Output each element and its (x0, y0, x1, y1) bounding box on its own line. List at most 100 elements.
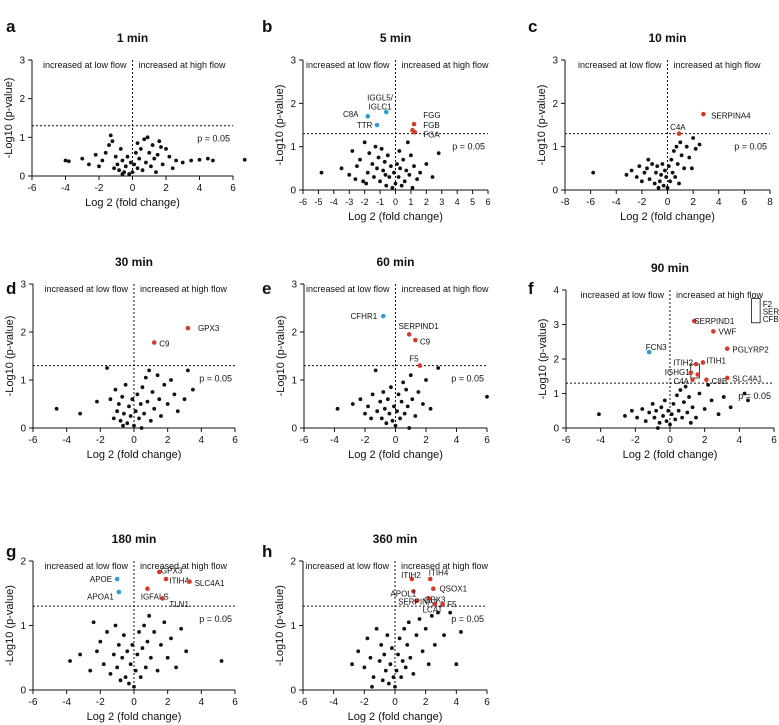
data-point (169, 636, 173, 641)
data-point (687, 395, 691, 399)
region-high-label: increased at high flow (139, 60, 227, 70)
data-point (423, 626, 428, 631)
data-point (382, 159, 387, 164)
data-point (675, 162, 680, 166)
region-low-label: increased at low flow (580, 290, 664, 300)
data-point (411, 671, 416, 676)
extra-label: IGLC1 (369, 102, 393, 111)
data-point (375, 409, 380, 414)
data-point (410, 185, 415, 190)
data-point (125, 421, 130, 426)
data-point (673, 175, 678, 179)
data-point (417, 617, 422, 621)
data-point (716, 412, 721, 417)
data-point (98, 639, 103, 644)
data-point (650, 162, 655, 166)
data-point (629, 168, 634, 173)
hit-label: C8A (343, 110, 359, 119)
data-point (681, 400, 686, 405)
y-tick-label: 3 (291, 280, 297, 291)
x-tick-label: 0 (130, 183, 136, 194)
x-tick-label: -6 (562, 435, 571, 446)
data-point (378, 179, 382, 184)
data-point (654, 170, 658, 175)
hit-label: TTR (357, 121, 373, 130)
data-point (709, 398, 714, 403)
x-tick-label: -6 (29, 697, 38, 708)
x-tick-label: -2 (96, 435, 105, 446)
data-point (135, 141, 140, 146)
hit-point (701, 111, 706, 117)
x-tick-label: -6 (300, 435, 309, 446)
data-point (108, 397, 113, 402)
data-point (115, 409, 120, 414)
data-point (677, 181, 681, 186)
data-point (371, 675, 376, 679)
data-point (350, 149, 355, 153)
y-tick-label: 3 (19, 56, 25, 67)
x-tick-label: -2 (361, 197, 369, 207)
data-point (128, 160, 133, 165)
x-tick-label: -4 (62, 435, 71, 446)
hit-label: LCAT (423, 605, 443, 614)
data-point (377, 659, 382, 663)
y-tick-label: 0 (19, 172, 25, 183)
data-point (219, 659, 224, 663)
data-point (137, 156, 142, 161)
x-tick-label: 0 (667, 435, 673, 446)
data-point (144, 160, 148, 165)
data-point (142, 137, 147, 142)
data-point (182, 397, 187, 402)
data-point (157, 139, 162, 144)
data-point (103, 150, 108, 155)
data-point (629, 408, 634, 413)
p-threshold-label: p = 0.05 (452, 142, 485, 152)
hit-label: ITIH1 (706, 357, 726, 366)
x-axis-label: Log 2 (fold change) (87, 711, 182, 723)
data-point (162, 620, 167, 625)
data-point (424, 378, 428, 382)
data-point (418, 170, 423, 175)
x-tick-label: 2 (690, 197, 696, 208)
hit-point (414, 598, 419, 604)
data-point (401, 380, 406, 385)
data-point (721, 395, 726, 399)
data-point (370, 684, 374, 689)
data-point (624, 172, 629, 177)
region-low-label: increased at low flow (305, 561, 389, 571)
hit-label: C9 (159, 340, 170, 349)
data-point (130, 642, 135, 647)
data-point (666, 164, 671, 169)
region-low-label: increased at low flow (44, 561, 128, 571)
data-point (382, 406, 387, 411)
hit-label: ITIH4 (169, 576, 189, 585)
hit-point (693, 361, 699, 367)
hit-label: QSOX1 (439, 585, 467, 594)
data-point (159, 414, 163, 418)
panel-letter: g (6, 542, 16, 561)
y-tick-label: 2 (19, 94, 25, 105)
data-point (405, 642, 410, 647)
data-point (365, 636, 370, 641)
x-tick-label: 6 (485, 197, 490, 207)
data-point (676, 408, 681, 413)
data-point (122, 411, 126, 416)
data-point (685, 410, 690, 415)
data-point (157, 397, 162, 402)
data-point (127, 172, 132, 176)
panel-h: h 360 min -6 -4 -2 0 2 4 6 0 1 2 Log 2 (fold change)… (262, 532, 490, 723)
hit-point (711, 329, 716, 334)
panel-title: 10 min (648, 31, 686, 45)
data-point (406, 620, 411, 625)
x-tick-label: -4 (330, 197, 338, 207)
data-point (381, 168, 386, 173)
data-point (382, 652, 387, 657)
data-point (395, 409, 399, 414)
y-tick-label: 3 (553, 320, 559, 331)
data-point (691, 136, 696, 140)
panel-letter: e (262, 279, 271, 298)
x-tick-label: 6 (742, 197, 748, 208)
data-point (409, 153, 413, 158)
data-point (697, 391, 702, 396)
